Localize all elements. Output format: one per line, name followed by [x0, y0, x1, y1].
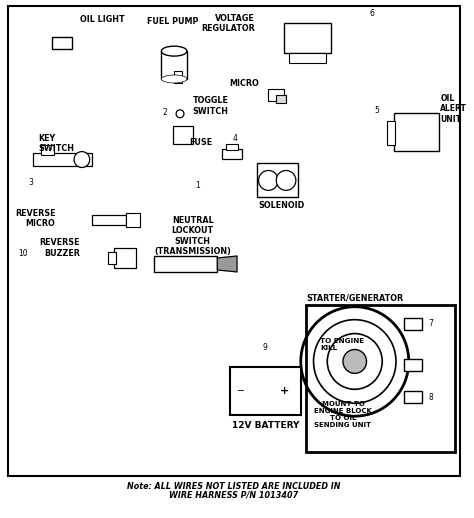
Bar	[53, 37, 72, 49]
Bar	[126, 213, 140, 227]
Circle shape	[301, 307, 409, 416]
Text: 9: 9	[263, 343, 268, 352]
Text: 6: 6	[369, 9, 374, 18]
Text: VOLTAGE
REGULATOR: VOLTAGE REGULATOR	[201, 13, 255, 33]
Circle shape	[313, 320, 396, 403]
Text: 1: 1	[195, 181, 200, 190]
Text: KEY
SWITCH: KEY SWITCH	[39, 134, 75, 153]
Text: ─: ─	[237, 386, 243, 396]
Circle shape	[343, 350, 366, 373]
Bar	[154, 256, 218, 272]
Text: TOGGLE
SWITCH: TOGGLE SWITCH	[193, 96, 229, 116]
Circle shape	[327, 334, 382, 390]
Text: TO ENGINE
KILL: TO ENGINE KILL	[320, 338, 365, 351]
Bar	[109, 252, 116, 264]
Bar	[306, 305, 455, 452]
Text: Note: ALL WIRES NOT LISTED ARE INCLUDED IN: Note: ALL WIRES NOT LISTED ARE INCLUDED …	[128, 482, 341, 491]
Text: 5: 5	[374, 106, 379, 116]
Text: OIL LIGHT: OIL LIGHT	[80, 15, 125, 24]
Text: 7: 7	[428, 319, 433, 328]
Text: 10: 10	[18, 249, 28, 257]
Bar	[404, 318, 421, 329]
Bar	[91, 215, 126, 225]
Bar	[289, 53, 326, 63]
Bar	[404, 391, 421, 403]
Bar	[387, 121, 395, 145]
Text: MOUNT TO
ENGINE BLOCK
TO OIL
SENDING UNIT: MOUNT TO ENGINE BLOCK TO OIL SENDING UNI…	[314, 400, 372, 428]
Bar	[33, 153, 91, 166]
Text: 2: 2	[163, 108, 168, 117]
Text: 8: 8	[428, 393, 433, 402]
Ellipse shape	[161, 46, 187, 56]
Bar	[230, 367, 301, 415]
Circle shape	[276, 170, 296, 191]
Bar	[222, 149, 242, 159]
Text: REVERSE
MICRO: REVERSE MICRO	[15, 209, 55, 228]
Text: FUEL PUMP: FUEL PUMP	[147, 17, 199, 26]
Text: SOLENOID: SOLENOID	[258, 201, 304, 210]
Bar	[284, 23, 331, 53]
Bar	[256, 163, 298, 197]
Text: +: +	[280, 386, 289, 396]
Text: MICRO: MICRO	[229, 79, 258, 89]
Circle shape	[258, 170, 278, 191]
Bar	[268, 89, 284, 101]
Bar	[161, 51, 187, 79]
Text: NEUTRAL
LOCKOUT
SWITCH
(TRANSMISSION): NEUTRAL LOCKOUT SWITCH (TRANSMISSION)	[155, 216, 231, 256]
Bar	[174, 71, 182, 83]
Circle shape	[74, 152, 90, 167]
Circle shape	[176, 110, 184, 118]
Text: 4: 4	[233, 134, 237, 143]
Text: STARTER/GENERATOR: STARTER/GENERATOR	[306, 293, 403, 303]
Bar	[114, 248, 136, 268]
Bar	[404, 359, 421, 371]
Polygon shape	[218, 256, 237, 272]
Bar	[41, 145, 55, 154]
Bar	[276, 95, 286, 103]
Bar	[394, 113, 439, 151]
Text: 12V BATTERY: 12V BATTERY	[232, 421, 299, 429]
Text: WIRE HARNESS P/N 1013407: WIRE HARNESS P/N 1013407	[169, 490, 299, 499]
Bar	[173, 126, 193, 143]
Bar	[226, 143, 238, 150]
Text: FUSE: FUSE	[189, 138, 212, 147]
Text: 3: 3	[28, 178, 33, 187]
Text: REVERSE
BUZZER: REVERSE BUZZER	[39, 238, 80, 258]
Text: OIL
ALERT
UNIT: OIL ALERT UNIT	[440, 94, 467, 124]
Ellipse shape	[161, 75, 187, 83]
